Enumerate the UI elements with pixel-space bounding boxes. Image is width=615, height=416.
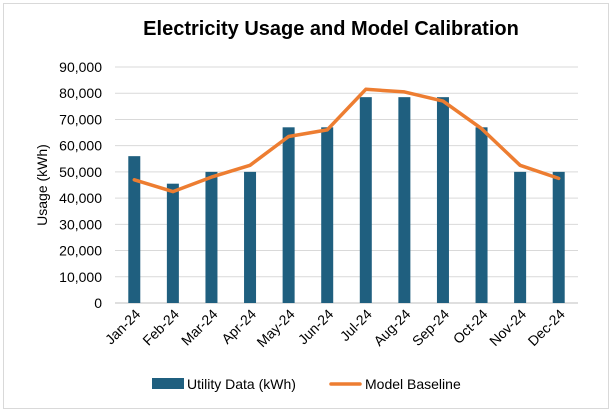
bar [128, 156, 141, 303]
x-tick-label: Nov-24 [486, 306, 529, 349]
y-axis-label: Usage (kWh) [34, 144, 50, 226]
bar [514, 171, 527, 303]
bar [475, 127, 488, 303]
bar [359, 97, 372, 304]
legend-label-bar: Utility Data (kWh) [187, 376, 296, 392]
bar [552, 171, 565, 303]
bar [244, 171, 257, 303]
y-tick-label: 30,000 [59, 216, 102, 232]
x-tick-label: Apr-24 [218, 306, 259, 347]
chart-frame [3, 3, 609, 409]
series-line [132, 87, 561, 194]
x-tick-label: Dec-24 [525, 306, 568, 349]
chart-title: Electricity Usage and Model Calibration [143, 18, 519, 40]
y-axis-ticks: 0 10,000 20,000 30,000 40,000 50,000 60,000 70,… [59, 59, 102, 311]
y-tick-label: 80,000 [59, 85, 102, 101]
bar [436, 97, 449, 304]
y-tick-label: 20,000 [59, 243, 102, 259]
y-tick-label: 90,000 [59, 59, 102, 75]
x-tick-label: Jun-24 [295, 306, 337, 348]
bar [166, 183, 179, 303]
line-series [132, 87, 561, 194]
legend-label-line: Model Baseline [365, 376, 461, 392]
y-tick-label: 60,000 [59, 138, 102, 154]
x-tick-label: Feb-24 [139, 306, 182, 349]
x-tick-label: Sep-24 [409, 306, 452, 349]
x-tick-label: Aug-24 [370, 306, 413, 349]
y-tick-label: 70,000 [59, 111, 102, 127]
y-tick-label: 50,000 [59, 164, 102, 180]
x-tick-label: Oct-24 [450, 306, 491, 347]
bar [205, 171, 218, 303]
bar-series [128, 97, 565, 304]
y-tick-label: 10,000 [59, 269, 102, 285]
gridlines [115, 66, 578, 304]
x-tick-label: May-24 [253, 306, 297, 350]
x-tick-label: Jan-24 [102, 306, 144, 348]
bar [398, 97, 411, 304]
bar [321, 127, 334, 303]
x-tick-label: Mar-24 [178, 306, 221, 349]
legend: Utility Data (kWh) Model Baseline [152, 376, 461, 392]
x-tick-label: Jul-24 [337, 306, 375, 344]
legend-swatch-bar [152, 378, 184, 389]
y-tick-label: 0 [94, 295, 102, 311]
y-tick-label: 40,000 [59, 190, 102, 206]
bar [282, 127, 295, 303]
